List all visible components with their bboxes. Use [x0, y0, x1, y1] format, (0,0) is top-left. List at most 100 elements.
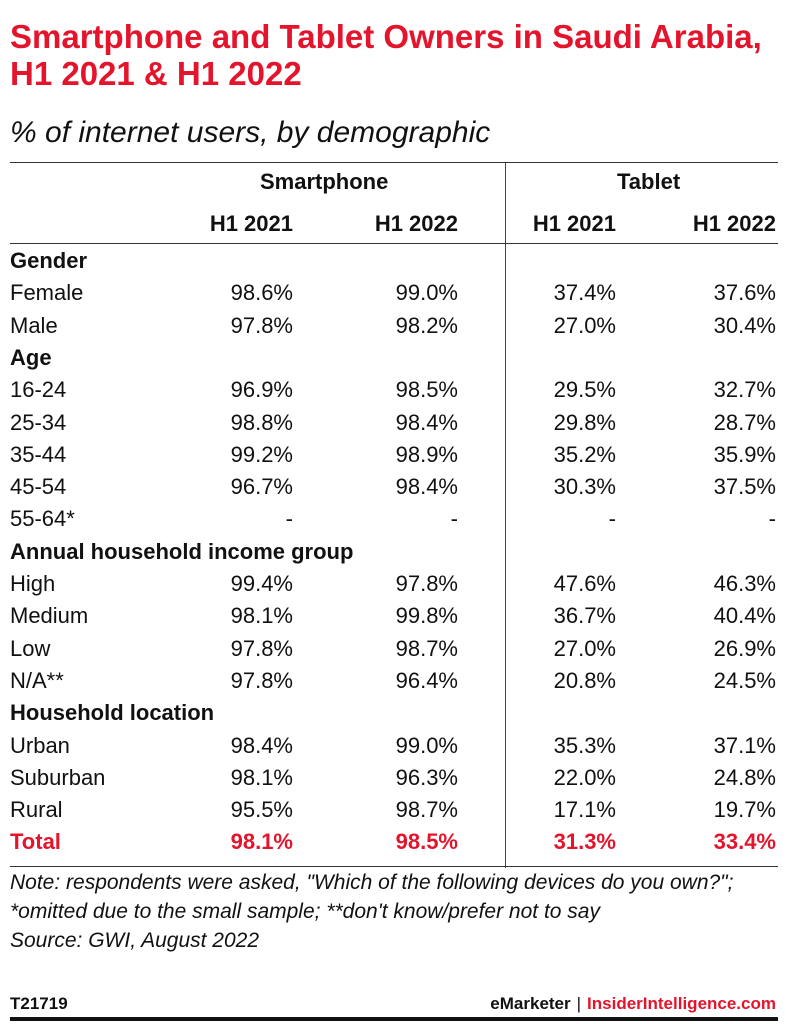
table-cell: 36.7% [553, 603, 616, 629]
bottom-rule [10, 866, 778, 867]
brand-emarketer: eMarketer [490, 994, 571, 1013]
source-text: Source: GWI, August 2022 [10, 929, 260, 952]
table-cell: 29.8% [553, 409, 616, 435]
column-divider [505, 163, 506, 868]
row-label: Medium [10, 603, 89, 629]
table-cell: 97.8% [395, 571, 458, 596]
total-cell: 31.3% [553, 829, 616, 855]
table-cell: 97.8% [230, 667, 293, 693]
row-label: 16-24 [10, 377, 67, 403]
table-cell: 98.4% [395, 409, 458, 435]
section-label: Gender [10, 248, 88, 273]
brand-separator: | [576, 994, 582, 1013]
total-label: Total [10, 829, 61, 855]
table-cell: 97.8% [230, 635, 293, 661]
table-cell: 30.4% [713, 312, 776, 338]
column-header: H1 2022 [374, 211, 458, 236]
table-cell: 24.5% [713, 667, 776, 693]
table-cell: 37.6% [713, 280, 776, 306]
row-label: Urban [10, 732, 70, 758]
table-cell: 98.1% [230, 603, 293, 629]
table-cell: 98.7% [395, 635, 458, 661]
table-cell: 96.9% [230, 377, 293, 403]
table-cell: 35.3% [553, 732, 616, 758]
table-cell: 99.0% [395, 732, 458, 758]
total-cell: 33.4% [713, 829, 776, 855]
table-cell: 27.0% [553, 635, 616, 661]
table-cell: 32.7% [713, 377, 776, 403]
table-cell: 35.9% [713, 441, 776, 467]
table-cell: 96.4% [395, 667, 458, 693]
table-cell: 19.7% [713, 797, 776, 823]
brand-insider-intelligence: InsiderIntelligence.com [587, 994, 776, 1013]
table-cell: 46.3% [713, 571, 776, 596]
table-cell: 24.8% [713, 764, 776, 790]
table-cell: 37.1% [713, 732, 776, 758]
chart-id: T21719 [10, 994, 68, 1013]
note-text: Note: respondents were asked, "Which of … [10, 871, 734, 923]
table-cell: 99.4% [230, 571, 293, 596]
table-cell: 30.3% [553, 474, 616, 500]
table-cell: 98.2% [395, 312, 458, 338]
table-cell: 96.3% [395, 764, 458, 790]
table-cell: 28.7% [713, 409, 776, 435]
row-label: 25-34 [10, 409, 67, 435]
table-cell: 26.9% [713, 635, 776, 661]
total-cell: 98.5% [395, 829, 458, 855]
top-rule [10, 162, 778, 163]
table-cell: 98.1% [230, 764, 293, 790]
table-cell: - [768, 506, 776, 532]
table-cell: 98.6% [230, 280, 293, 306]
header-rule [10, 243, 778, 244]
table-cell: 17.1% [553, 797, 616, 823]
table-cell: 99.2% [230, 441, 293, 467]
table-cell: 95.5% [230, 797, 293, 823]
row-label: Male [10, 312, 58, 338]
row-label: Low [10, 635, 51, 661]
column-group-smartphone: Smartphone [260, 169, 389, 194]
row-label: Suburban [10, 764, 106, 790]
table-cell: 27.0% [553, 312, 616, 338]
chart-title: Smartphone and Tablet Owners in Saudi Ar… [10, 18, 762, 92]
footnote: Note: respondents were asked, "Which of … [10, 868, 780, 955]
row-label: Female [10, 280, 84, 306]
table-cell: - [608, 506, 616, 532]
table-cell: 96.7% [230, 474, 293, 500]
table-cell: 22.0% [553, 764, 616, 790]
row-label: N/A** [10, 667, 64, 693]
table-cell: 98.8% [230, 409, 293, 435]
row-label: High [10, 571, 56, 596]
column-header: H1 2021 [532, 211, 616, 236]
column-header: H1 2022 [692, 211, 776, 236]
table-cell: 98.9% [395, 441, 458, 467]
table-cell: 99.8% [395, 603, 458, 629]
table-cell: 98.4% [230, 732, 293, 758]
table-cell: 99.0% [395, 280, 458, 306]
table-cell: 29.5% [553, 377, 616, 403]
table-cell: 98.5% [395, 377, 458, 403]
table-cell: 37.5% [713, 474, 776, 500]
row-label: 35-44 [10, 441, 67, 467]
row-label: Rural [10, 797, 63, 823]
total-cell: 98.1% [230, 829, 293, 855]
table-cell: 47.6% [553, 571, 616, 596]
footer-rule [10, 1017, 778, 1021]
table-cell: 97.8% [230, 312, 293, 338]
section-label: Annual household income group [10, 538, 354, 564]
table-cell: 20.8% [553, 667, 616, 693]
table-cell: 37.4% [553, 280, 616, 306]
table-cell: - [450, 506, 458, 532]
table-cell: - [285, 506, 293, 532]
table-cell: 98.7% [395, 797, 458, 823]
table-cell: 35.2% [553, 441, 616, 467]
table-cell: 98.4% [395, 474, 458, 500]
column-header: H1 2021 [209, 211, 293, 236]
section-label: Household location [10, 700, 215, 726]
row-label: 55-64* [10, 506, 75, 532]
chart-subtitle: % of internet users, by demographic [10, 116, 491, 149]
section-label: Age [10, 344, 52, 370]
row-label: 45-54 [10, 474, 67, 500]
footer-brand: eMarketer | InsiderIntelligence.com [490, 994, 776, 1014]
column-group-tablet: Tablet [617, 169, 681, 194]
table-cell: 40.4% [713, 603, 776, 629]
